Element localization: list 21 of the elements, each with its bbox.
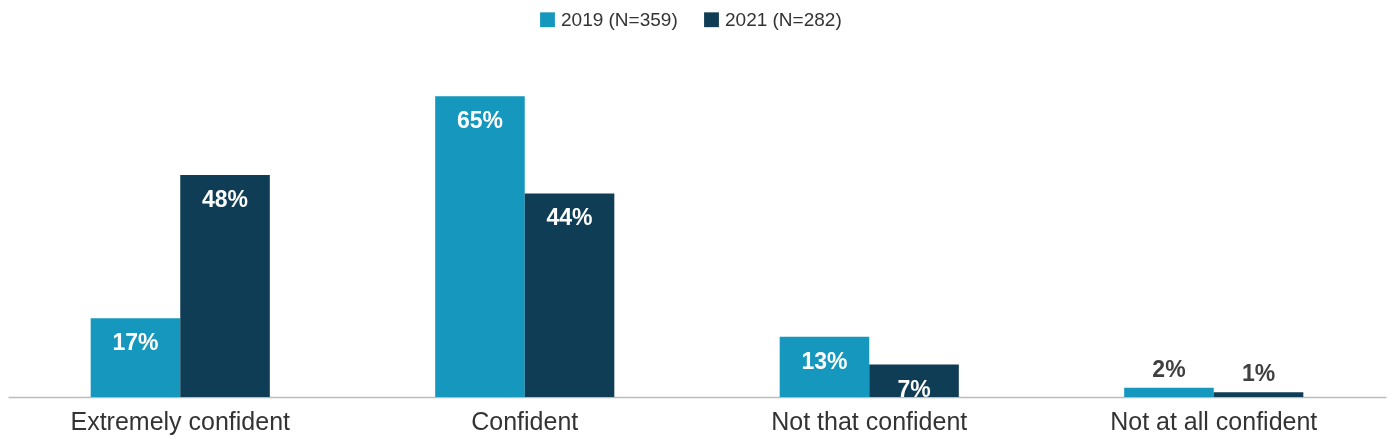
legend-label: 2019 (N=359) [561,8,678,30]
data-label: 7% [897,375,931,402]
bar [90,318,181,397]
x-tick-label: Not that confident [771,406,968,435]
bar [1213,392,1304,397]
data-label: 1% [1241,360,1276,387]
data-label: 13% [801,347,848,374]
data-label: 48% [202,185,249,212]
data-label: 65% [456,107,503,134]
x-tick-label: Confident [471,406,579,435]
bar [779,336,870,397]
bar [180,174,270,397]
x-tick-label: Not at all confident [1110,406,1318,435]
bar [435,96,525,397]
data-label: 2% [1152,355,1186,382]
x-tick-label: Extremely confident [70,406,291,435]
bar [1124,387,1214,397]
data-label: 44% [546,204,593,231]
legend-label: 2021 (N=282) [725,8,842,30]
data-label: 17% [112,329,159,356]
bar [524,193,615,397]
